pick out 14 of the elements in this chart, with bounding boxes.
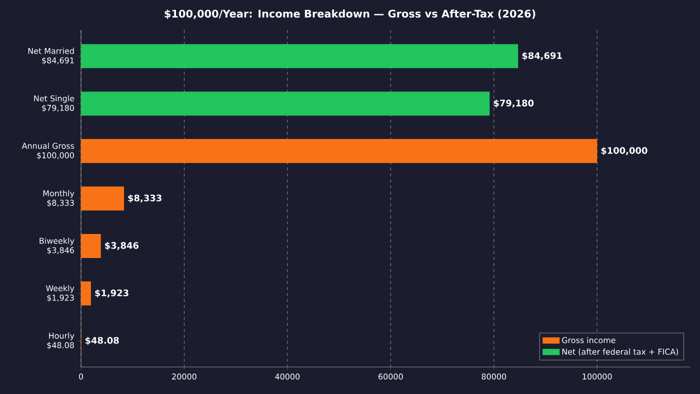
data-label: $48.08 [85,336,119,345]
data-label: $84,691 [522,52,562,60]
data-label: $1,923 [95,289,128,298]
bar [81,234,101,258]
bar [81,281,91,306]
bar [81,186,124,211]
bar [81,139,598,164]
bar [81,92,490,116]
data-label: $8,333 [128,194,162,203]
data-label: $100,000 [601,146,648,156]
data-label: $79,180 [494,100,534,108]
chart-title: $100,000/Year: Income Breakdown — Gross vs After-Tax (2026) [164,10,536,19]
bar [81,44,518,68]
data-label: $3,846 [105,242,139,250]
